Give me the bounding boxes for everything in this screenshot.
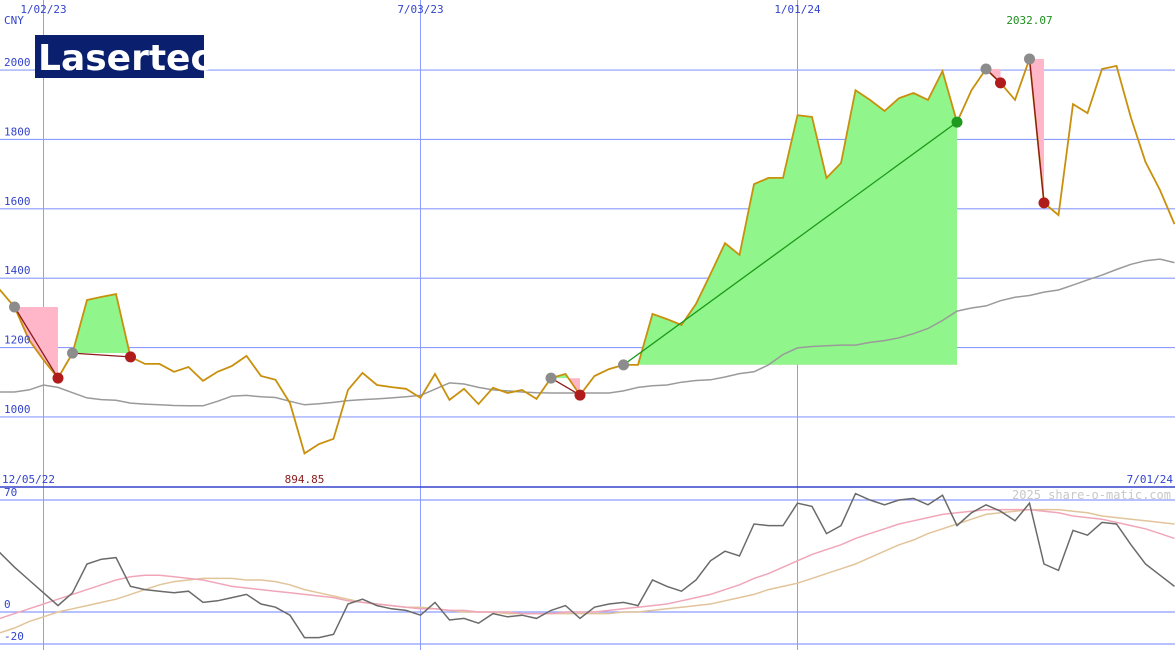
logo: Lasertec (35, 35, 212, 79)
x-range-label: 12/05/22 (2, 473, 55, 486)
trade-exit (574, 389, 586, 401)
trade-fills (14, 58, 1044, 396)
x-tick-label: 1/01/24 (774, 3, 821, 16)
trade-line (623, 121, 958, 366)
currency-label: CNY (4, 14, 24, 27)
trade-entry (980, 63, 992, 75)
x-tick-label: 7/03/23 (397, 3, 443, 16)
trade-exit (52, 372, 64, 384)
trade-exit (951, 116, 963, 128)
y-tick-label: 1200 (4, 334, 31, 347)
y-tick-label: 1800 (4, 125, 31, 138)
trade-entry (67, 347, 78, 359)
trade-entry (9, 301, 20, 313)
low-label: 894.85 (285, 473, 325, 486)
trade-line (13, 306, 59, 379)
trade-entry (545, 372, 557, 384)
indicator-line (0, 508, 1175, 634)
main-panel (0, 53, 1175, 455)
y-tick-label: 1000 (4, 403, 31, 416)
high-label: 2032.07 (1006, 14, 1052, 27)
y-tick-label: 2000 (4, 56, 31, 69)
y-tick-label: 70 (4, 486, 17, 499)
labels: CNY 2025 share-o-matic.com 12/05/22 1/02/… (2, 3, 1173, 643)
y-tick-label: 0 (4, 598, 11, 611)
trade-exit (995, 77, 1006, 89)
price-line (0, 58, 1175, 455)
trade-line (72, 352, 131, 358)
trade-gain-area (623, 71, 957, 365)
x-range-label: 7/01/24 (1127, 473, 1174, 486)
indicator-line (0, 492, 1175, 639)
trade-gain-area (551, 373, 580, 379)
trade-line (1028, 58, 1045, 203)
indicator-line (0, 508, 1175, 620)
trade-entry (618, 359, 629, 371)
watermark: 2025 share-o-matic.com (1012, 488, 1171, 502)
average-line (0, 258, 1175, 407)
trade-exit (125, 351, 136, 363)
trade-loss-area (551, 378, 580, 396)
logo-box (35, 35, 204, 78)
y-tick-label: 1400 (4, 264, 31, 277)
trade-exit (1038, 197, 1050, 209)
y-tick-label: 1600 (4, 195, 31, 208)
indicator-panel (0, 492, 1175, 639)
x-tick-label: 1/02/23 (20, 3, 66, 16)
trade-entry (1024, 53, 1035, 65)
trade-line (550, 377, 581, 396)
logo-text: Lasertec (38, 38, 212, 79)
y-tick-label: -20 (4, 630, 24, 643)
trade-gain-area (72, 294, 131, 354)
